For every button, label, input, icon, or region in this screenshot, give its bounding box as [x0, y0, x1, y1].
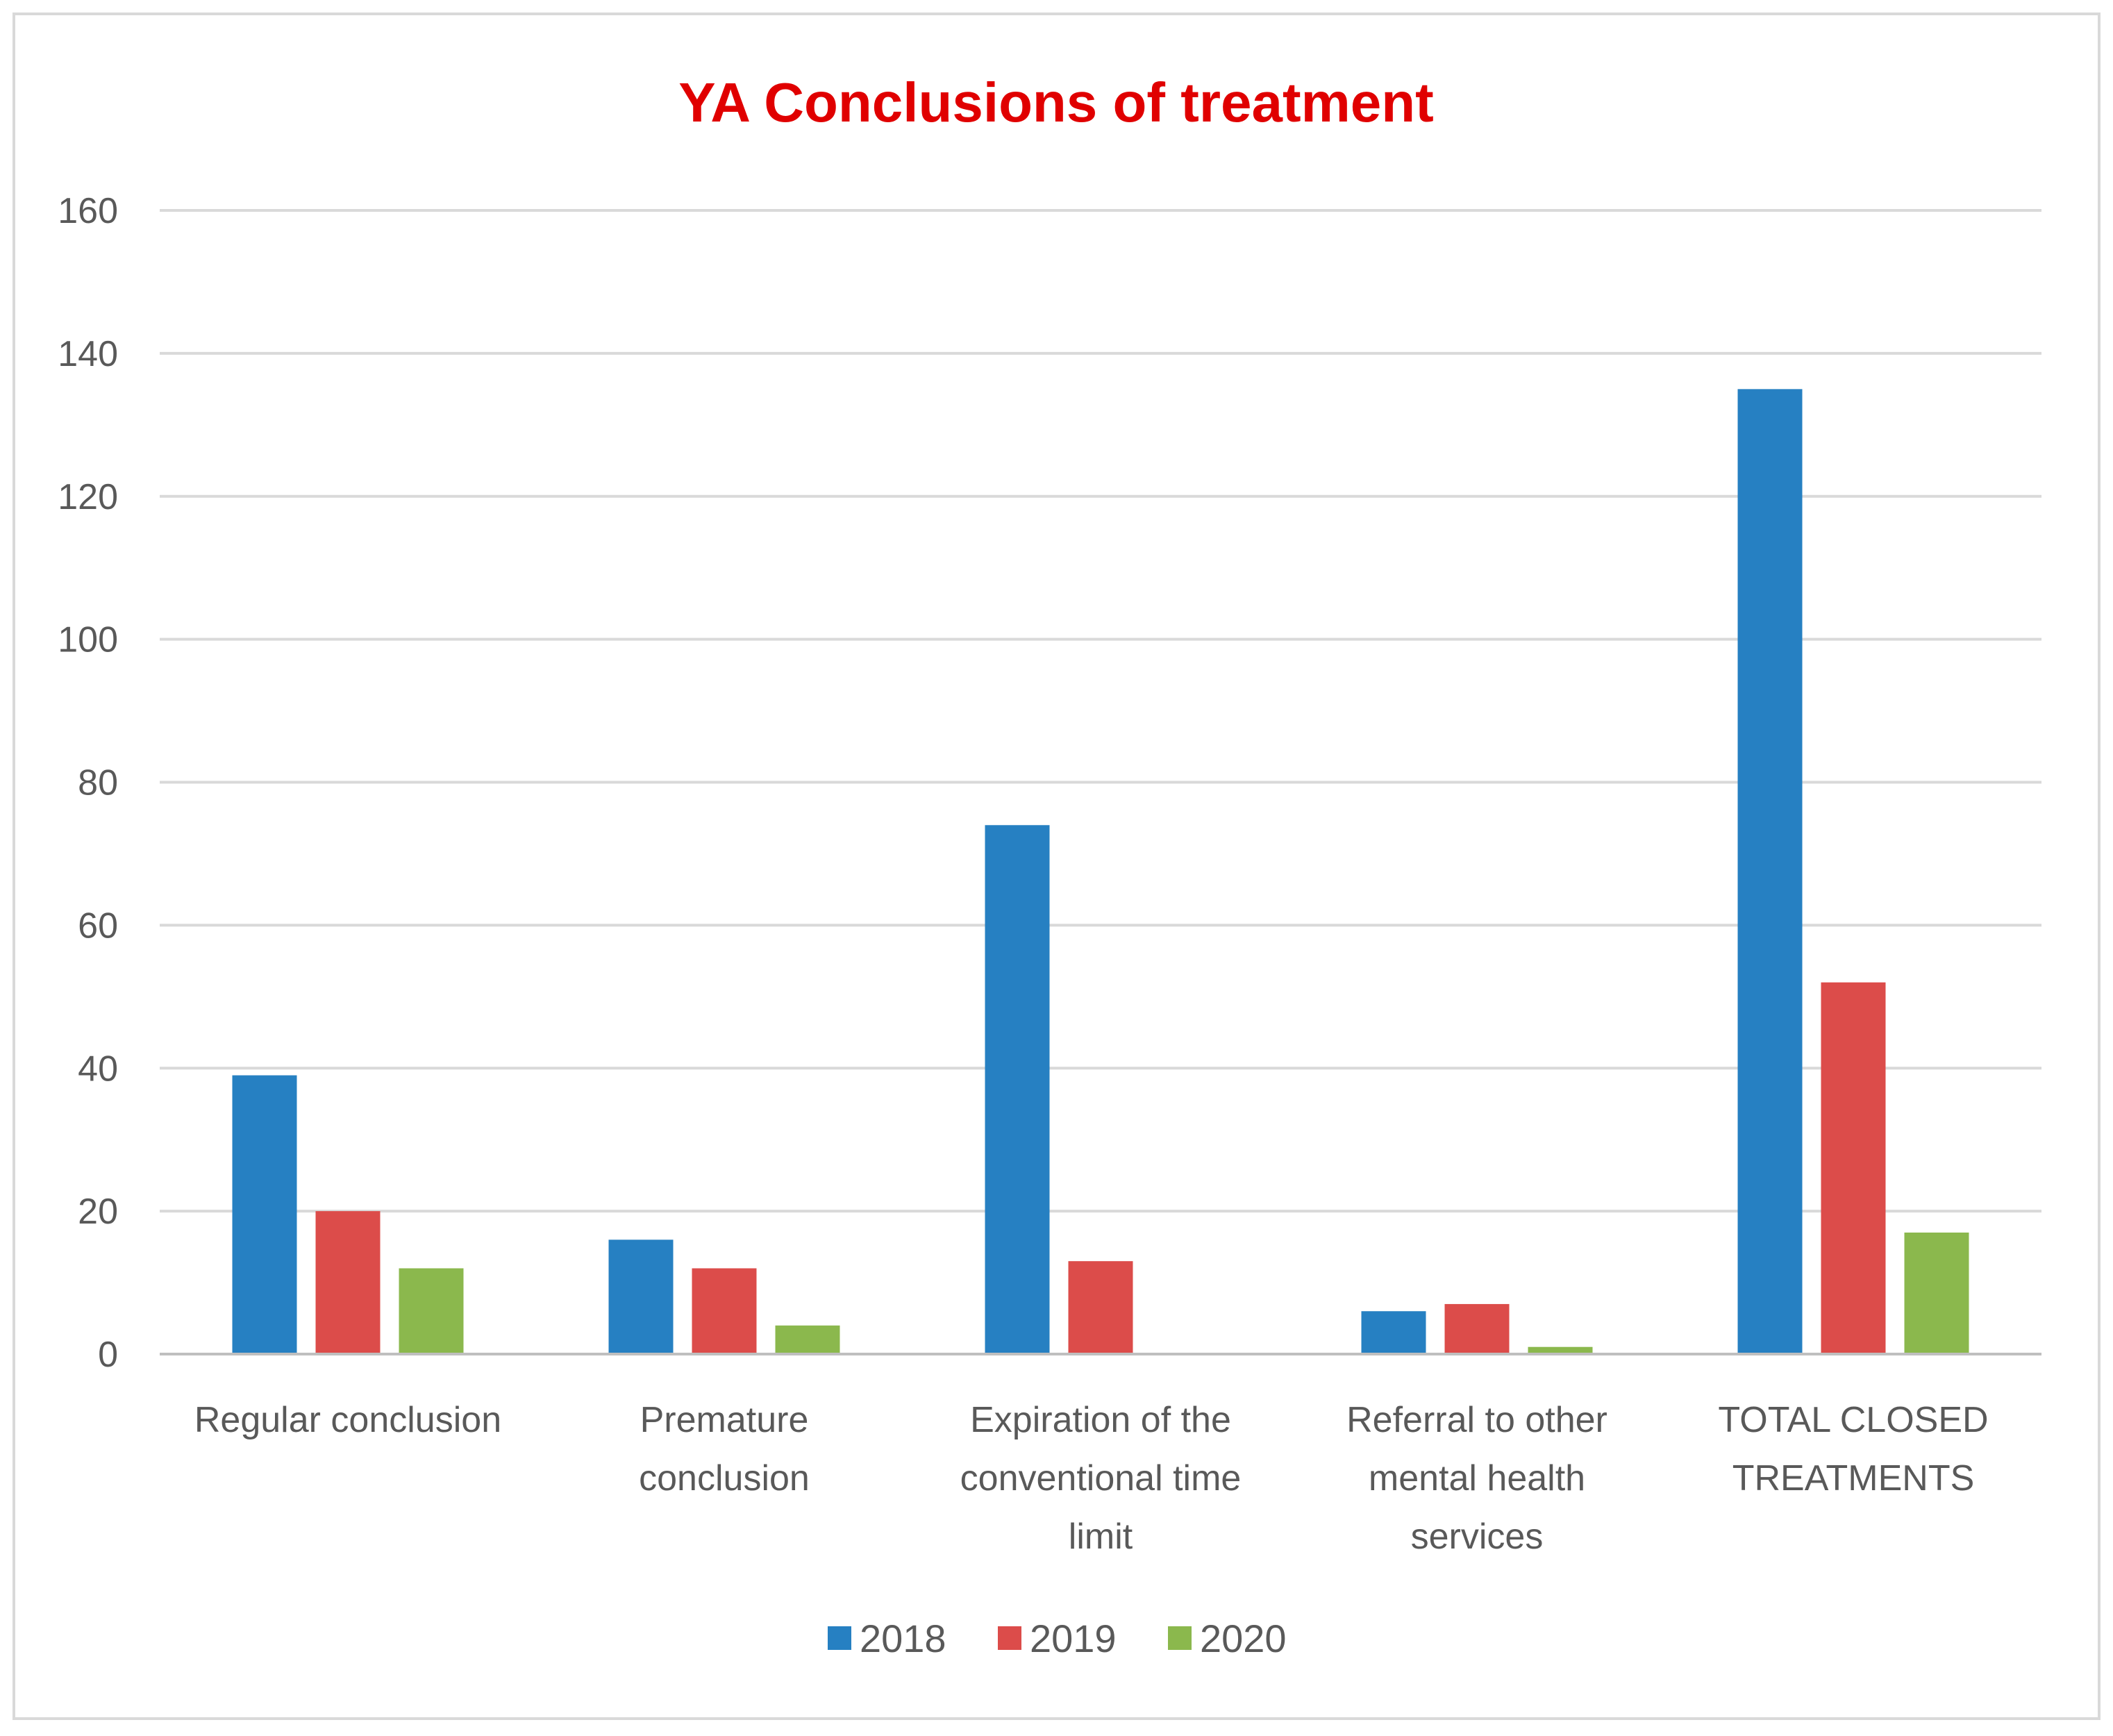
chart-title: YA Conclusions of treatment: [678, 72, 1434, 133]
category-labels: Regular conclusion Premature conclusion Exp…: [194, 1400, 1989, 1557]
legend-swatch-2020: [1168, 1626, 1192, 1650]
bar-2020-cat-4: [1904, 1233, 1969, 1354]
y-tick-label: 100: [58, 620, 118, 660]
y-tick-label: 140: [58, 334, 118, 374]
category-label-line: conclusion: [639, 1458, 810, 1499]
category-label-line: conventional time: [960, 1458, 1242, 1499]
y-tick-label: 60: [78, 905, 118, 946]
y-tick-label: 120: [58, 477, 118, 517]
bar-2019-cat-4: [1821, 982, 1886, 1354]
bar-2020-cat-3: [1528, 1346, 1593, 1354]
category-label-line: services: [1411, 1517, 1544, 1557]
category-label: TOTAL CLOSED TREATMENTS: [1718, 1400, 1988, 1499]
category-label-line: Expiration of the: [970, 1400, 1231, 1440]
bar-2019-cat-2: [1068, 1261, 1133, 1354]
bar-2018-cat-3: [1361, 1311, 1426, 1354]
legend: 2018 2019 2020: [828, 1617, 1287, 1660]
legend-swatch-2018: [828, 1626, 851, 1650]
category-label-line: mental health: [1369, 1458, 1585, 1499]
category-label: Premature conclusion: [639, 1400, 810, 1499]
legend-label-2019: 2019: [1030, 1617, 1117, 1660]
y-tick-label: 20: [78, 1192, 118, 1232]
bar-2018-cat-2: [985, 825, 1050, 1354]
category-label-line: TOTAL CLOSED: [1718, 1400, 1988, 1440]
legend-swatch-2019: [998, 1626, 1021, 1650]
category-label-line: TREATMENTS: [1732, 1458, 1975, 1499]
category-label-line: Regular conclusion: [194, 1400, 501, 1440]
y-tick-label: 80: [78, 763, 118, 803]
bar-2020-cat-0: [399, 1268, 464, 1354]
y-axis-ticks: 0 20 40 60 80 100 120 140 160: [58, 191, 118, 1375]
y-tick-label: 0: [98, 1335, 118, 1375]
category-label: Regular conclusion: [194, 1400, 501, 1440]
gridlines: [160, 209, 2041, 1213]
y-tick-label: 160: [58, 191, 118, 231]
bar-2020-cat-1: [775, 1325, 840, 1354]
bar-2018-cat-1: [608, 1240, 674, 1354]
bar-2018-cat-4: [1737, 389, 1803, 1354]
y-tick-label: 40: [78, 1049, 118, 1089]
bar-2019-cat-1: [692, 1268, 757, 1354]
category-label-line: Premature: [640, 1400, 809, 1440]
legend-label-2020: 2020: [1200, 1617, 1287, 1660]
bars: [232, 389, 1969, 1354]
category-label: Expiration of the conventional time limit: [960, 1400, 1242, 1557]
bar-2019-cat-0: [315, 1211, 381, 1354]
category-label-line: limit: [1069, 1517, 1133, 1557]
bar-2018-cat-0: [232, 1075, 297, 1354]
category-label-line: Referral to other: [1346, 1400, 1607, 1440]
bar-2019-cat-3: [1444, 1303, 1510, 1354]
legend-label-2018: 2018: [860, 1617, 946, 1660]
category-label: Referral to other mental health services: [1346, 1400, 1607, 1557]
